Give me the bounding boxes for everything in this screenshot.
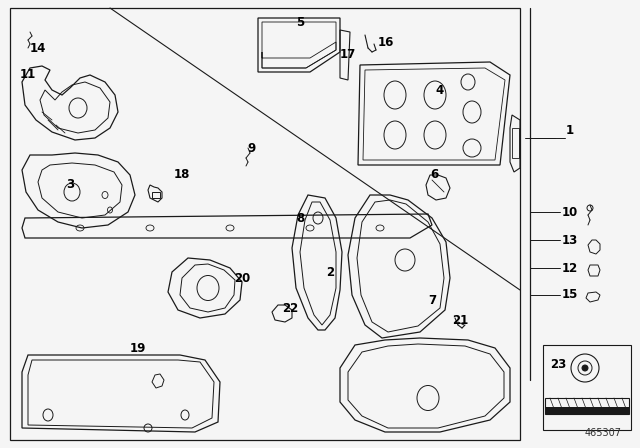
Text: 10: 10	[562, 206, 578, 219]
Text: 9: 9	[248, 142, 256, 155]
Text: 4: 4	[436, 83, 444, 96]
Text: 22: 22	[282, 302, 298, 314]
Text: 11: 11	[20, 69, 36, 82]
Polygon shape	[545, 407, 629, 414]
Text: 3: 3	[66, 178, 74, 191]
Text: 23: 23	[550, 358, 566, 371]
Text: 465307: 465307	[585, 428, 622, 438]
Bar	[152, 192, 160, 198]
Text: 5: 5	[296, 16, 304, 29]
Text: 6: 6	[430, 168, 438, 181]
Text: 14: 14	[30, 42, 46, 55]
Text: 15: 15	[562, 289, 578, 302]
Text: 7: 7	[428, 293, 436, 306]
Text: 18: 18	[174, 168, 190, 181]
Text: 1: 1	[566, 124, 574, 137]
Text: 19: 19	[130, 341, 146, 354]
Circle shape	[582, 365, 588, 371]
Text: 2: 2	[326, 266, 334, 279]
Bar	[10, 8, 520, 440]
Text: 13: 13	[562, 233, 578, 246]
Bar	[543, 345, 631, 430]
Text: 8: 8	[296, 211, 304, 224]
Text: 16: 16	[378, 35, 394, 48]
Bar	[512, 128, 519, 158]
Bar	[545, 398, 629, 414]
Text: 12: 12	[562, 262, 578, 275]
Text: 20: 20	[234, 271, 250, 284]
Text: 17: 17	[340, 48, 356, 61]
Text: 21: 21	[452, 314, 468, 327]
